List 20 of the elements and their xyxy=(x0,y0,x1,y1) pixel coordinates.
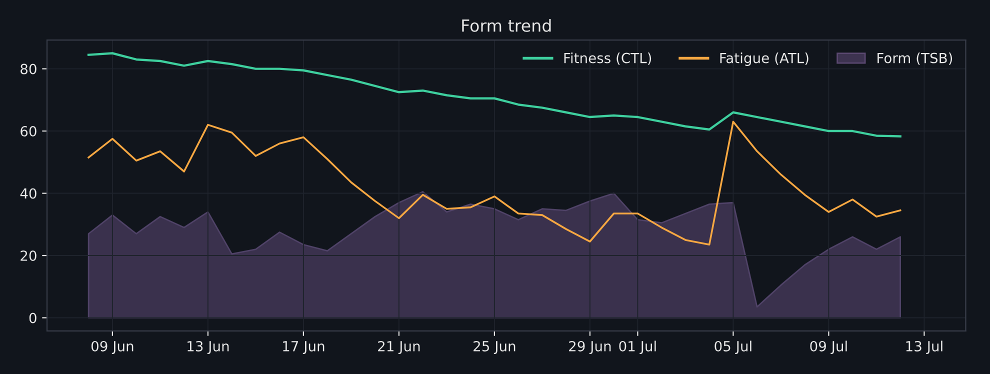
x-tick-label: 25 Jun xyxy=(474,340,516,354)
legend-label: Fatigue (ATL) xyxy=(720,52,808,66)
x-tick-label: 01 Jul xyxy=(619,340,656,354)
y-tick-label: 60 xyxy=(20,126,36,137)
line-series xyxy=(88,120,902,246)
y-tick-label: 0 xyxy=(29,312,36,324)
x-tick-label: 09 Jul xyxy=(810,340,847,354)
legend-label: Form (TSB) xyxy=(878,52,952,65)
x-tick-label: 09 Jun xyxy=(91,340,134,354)
y-tick-label: 40 xyxy=(20,188,36,199)
y-tick-label: 20 xyxy=(20,250,36,261)
x-tick-label: 05 Jul xyxy=(714,340,752,354)
legend-label: Fitness (CTL) xyxy=(564,52,652,65)
chart-title: Form trend xyxy=(462,19,551,32)
x-tick-label: 17 Jun xyxy=(283,341,324,354)
x-tick-label: 13 Jul xyxy=(906,340,942,354)
x-tick-label: 29 Jun xyxy=(569,340,611,354)
x-tick-label: 13 Jun xyxy=(188,340,229,354)
y-tick-label: 80 xyxy=(20,64,36,74)
x-tick-label: 21 Jun xyxy=(378,340,420,354)
